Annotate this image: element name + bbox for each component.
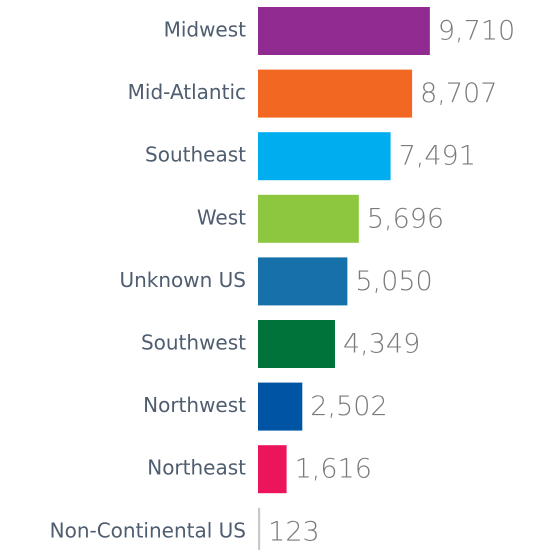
category-label: Midwest bbox=[164, 18, 247, 42]
bar bbox=[258, 445, 287, 494]
bar bbox=[258, 7, 430, 55]
value-label: 8,707 bbox=[420, 78, 497, 109]
bar bbox=[258, 69, 413, 118]
value-label: 4,349 bbox=[343, 329, 420, 360]
category-label: Northeast bbox=[147, 456, 246, 480]
value-label: 1,616 bbox=[295, 454, 372, 485]
value-label: 5,050 bbox=[355, 266, 432, 297]
value-label: 2,502 bbox=[310, 391, 387, 422]
category-label: West bbox=[197, 205, 246, 229]
value-label: 7,491 bbox=[399, 141, 476, 172]
value-label: 123 bbox=[268, 516, 320, 547]
bar bbox=[258, 194, 359, 243]
bar bbox=[258, 507, 261, 550]
value-label: 9,710 bbox=[438, 16, 515, 47]
category-label: Non-Continental US bbox=[50, 518, 246, 542]
category-label: Southwest bbox=[141, 331, 246, 355]
bar bbox=[258, 132, 391, 181]
bar bbox=[258, 382, 303, 431]
category-label: Unknown US bbox=[119, 268, 246, 292]
bar bbox=[258, 320, 335, 368]
category-label: Mid-Atlantic bbox=[128, 80, 246, 104]
category-label: Southeast bbox=[145, 143, 246, 167]
bar bbox=[258, 257, 348, 306]
category-label: Northwest bbox=[143, 393, 246, 417]
value-label: 5,696 bbox=[367, 203, 444, 234]
